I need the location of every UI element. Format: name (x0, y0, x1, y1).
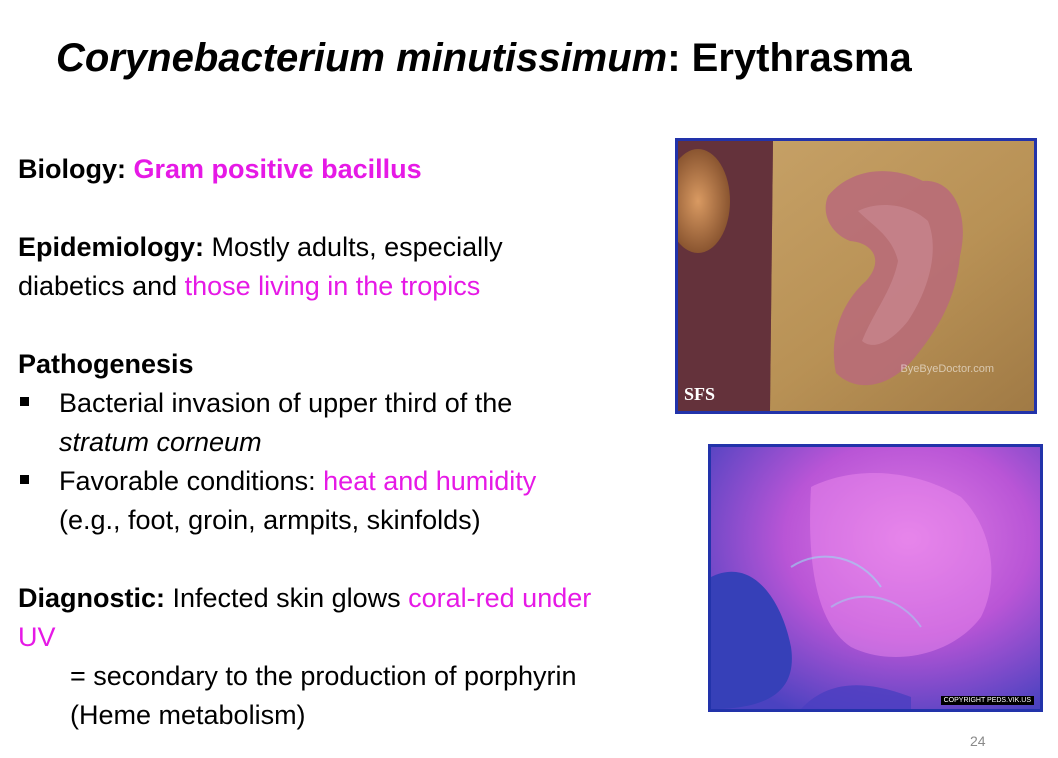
bullet-square-icon (20, 475, 29, 484)
uv-photo-image (711, 447, 1040, 709)
title-rest: : Erythrasma (667, 36, 912, 80)
diagnostic-highlight-2: UV (18, 622, 56, 652)
pathogenesis-bullet-1: Bacterial invasion of upper third of the (18, 384, 668, 423)
title-organism: Corynebacterium minutissimum (56, 36, 668, 80)
diagnostic-line-1: Diagnostic: Infected skin glows coral-re… (18, 579, 668, 618)
bullet-2-text: Favorable conditions: (59, 466, 324, 496)
diagnostic-label: Diagnostic: (18, 583, 166, 613)
bullet-square-icon (20, 397, 29, 406)
epidemiology-text-1: Mostly adults, especially (204, 232, 503, 262)
biology-value: Gram positive bacillus (133, 154, 422, 184)
bullet-1-text: Bacterial invasion of upper third of the (59, 388, 513, 418)
erythrasma-uv-photo: COPYRIGHT PEDS.VIK.US (708, 444, 1043, 712)
bullet-2-continuation: (e.g., foot, groin, armpits, skinfolds) (59, 505, 481, 535)
pathogenesis-heading: Pathogenesis (18, 349, 194, 379)
page-number: 24 (970, 733, 986, 749)
pathogenesis-bullet-2: Favorable conditions: heat and humidity (18, 462, 668, 501)
photo1-label: SFS (684, 384, 716, 404)
diagnostic-text: Infected skin glows (165, 583, 409, 613)
biology-label: Biology: (18, 154, 126, 184)
diagnostic-highlight-1: coral-red under (408, 583, 592, 613)
bullet-2-highlight: heat and humidity (323, 466, 537, 496)
epidemiology-line-1: Epidemiology: Mostly adults, especially (18, 228, 668, 267)
epidemiology-line-2: diabetics and those living in the tropic… (18, 267, 668, 306)
erythrasma-clinical-photo: ByeByeDoctor.com SFS (675, 138, 1037, 414)
diagnostic-note-1: = secondary to the production of porphyr… (70, 661, 577, 691)
diagnostic-note-2: (Heme metabolism) (70, 700, 306, 730)
photo2-watermark: COPYRIGHT PEDS.VIK.US (940, 696, 1034, 705)
photo1-watermark: ByeByeDoctor.com (900, 363, 994, 375)
epidemiology-highlight: those living in the tropics (184, 271, 481, 301)
biology-line: Biology: Gram positive bacillus (18, 150, 668, 189)
clinical-photo-image (678, 141, 1034, 411)
epidemiology-label: Epidemiology: (18, 232, 205, 262)
bullet-1-continuation: stratum corneum (59, 427, 262, 457)
slide-body: Biology: Gram positive bacillus Epidemio… (18, 150, 668, 735)
epidemiology-text-2: diabetics and (18, 271, 185, 301)
slide-title: Corynebacterium minutissimum: Erythrasma (56, 36, 912, 81)
